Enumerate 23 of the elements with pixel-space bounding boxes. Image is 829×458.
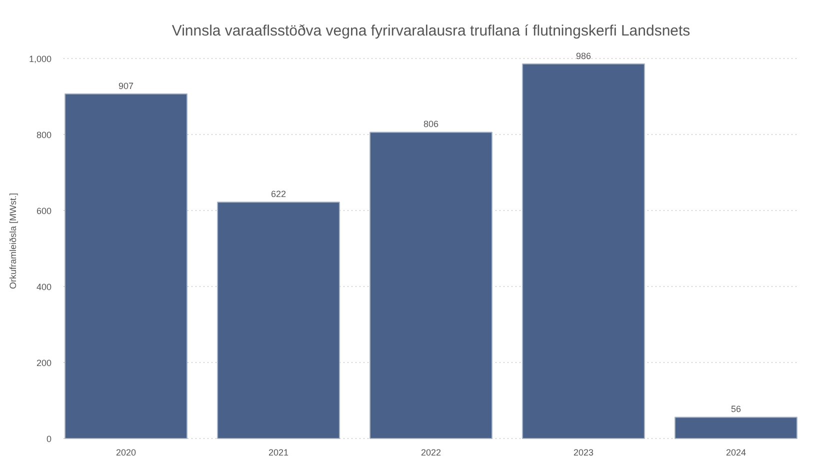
bar [522,63,645,439]
x-tick-label: 2020 [116,448,136,458]
y-tick-label: 0 [46,434,52,444]
y-tick-label: 200 [36,358,52,368]
x-tick-label: 2024 [726,448,746,458]
bar [370,132,492,439]
y-tick-label: 600 [36,206,52,216]
y-axis-title: Orkuframleiðsla [MWst.] [8,192,18,290]
y-tick-label: 800 [36,130,52,140]
y-tick-label: 1,000 [28,54,52,64]
bar [64,93,188,439]
x-tick-label: 2023 [573,448,594,458]
bar [674,416,798,439]
data-label: 986 [576,50,592,61]
bar [217,202,340,439]
chart-title: Vinnsla varaaflsstöðva vegna fyrirvaralausra truflana í flutningskerfi Landsnets [172,22,690,40]
data-label: 907 [118,80,134,91]
data-label: 806 [423,119,439,130]
data-label: 56 [730,404,741,414]
data-label: 622 [271,189,286,200]
y-tick-label: 400 [36,282,52,292]
x-tick-label: 2022 [420,448,442,458]
x-tick-label: 2021 [268,448,289,458]
